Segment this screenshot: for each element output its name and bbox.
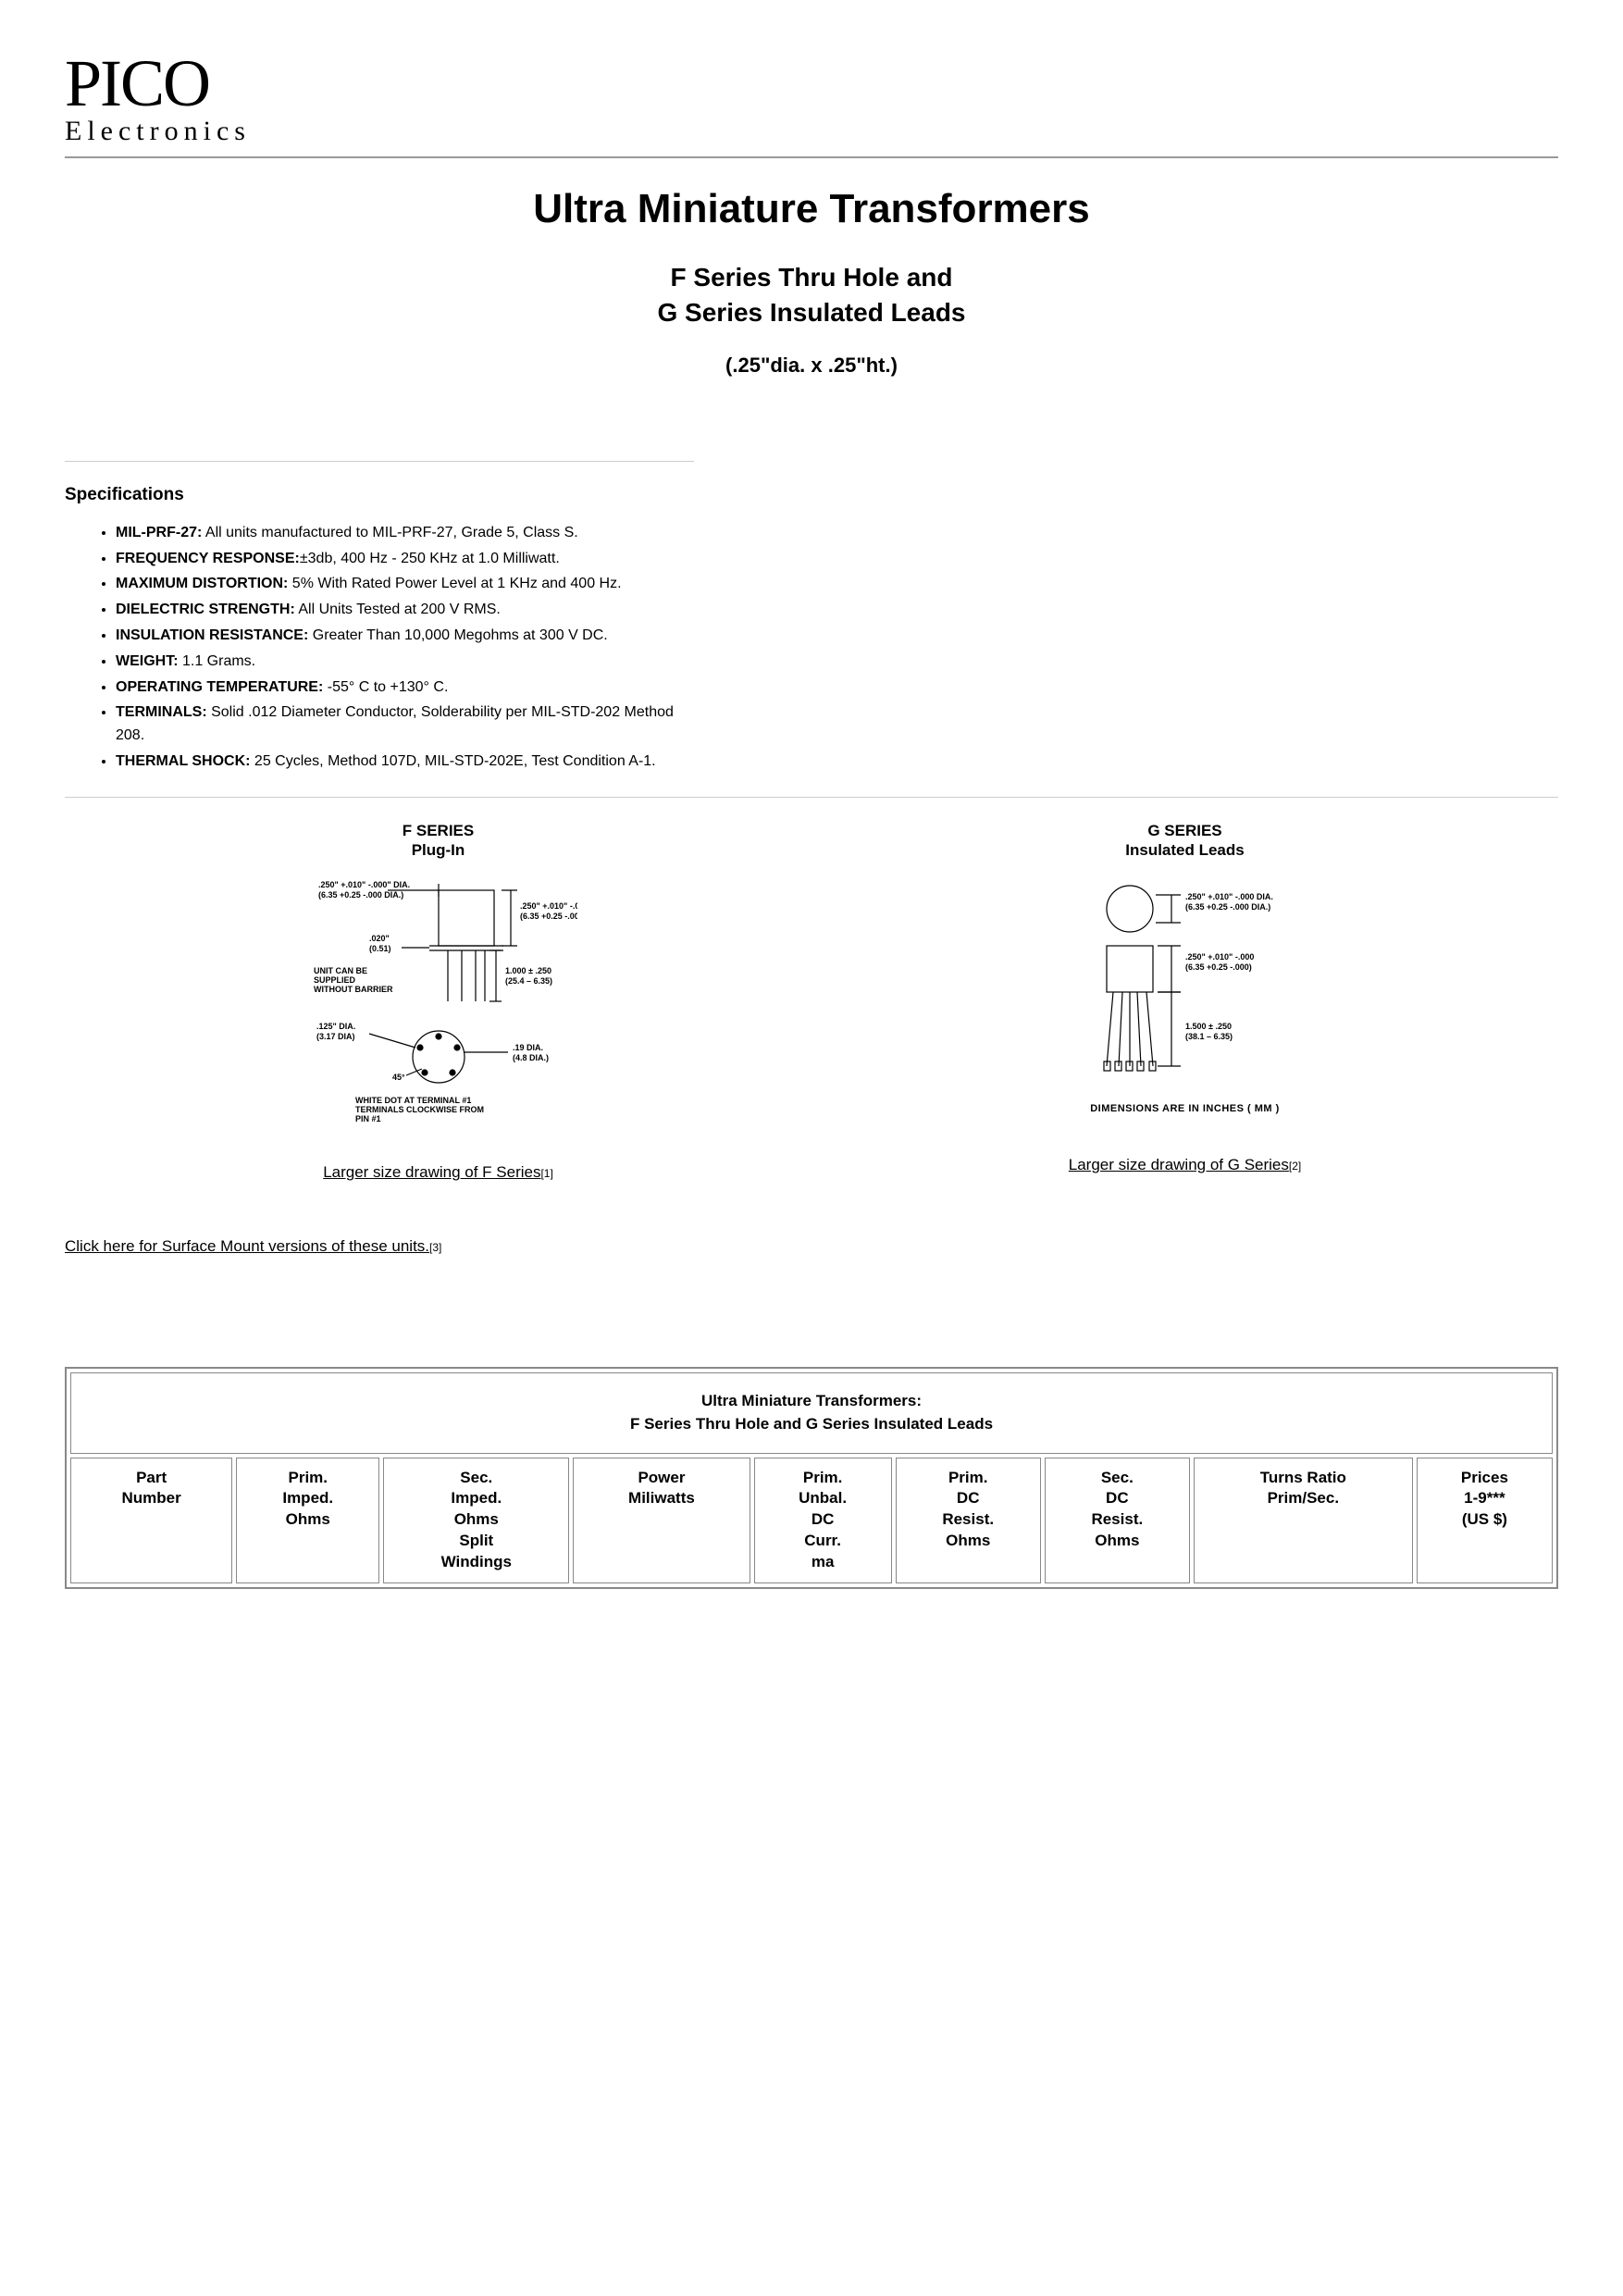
spec-item: DIELECTRIC STRENGTH: All Units Tested at…	[116, 599, 694, 622]
f-series-diagram: .250" +.010" -.000" DIA. (6.35 +0.25 -.0…	[300, 867, 577, 1126]
svg-text:.250" +.010" -.000 DIA.: .250" +.010" -.000 DIA.	[1185, 892, 1273, 901]
logo-main: PICO	[65, 56, 1558, 112]
svg-text:(3.17 DIA): (3.17 DIA)	[316, 1032, 355, 1041]
svg-text:(6.35 +0.25 -.000): (6.35 +0.25 -.000)	[520, 912, 577, 921]
svg-text:(38.1 – 6.35): (38.1 – 6.35)	[1185, 1032, 1233, 1041]
column-header: Prices1-9***(US $)	[1417, 1458, 1553, 1584]
top-divider	[65, 156, 1558, 158]
spec-item: INSULATION RESISTANCE: Greater Than 10,0…	[116, 625, 694, 648]
svg-text:.020": .020"	[369, 934, 390, 943]
specs-top-rule	[65, 461, 694, 462]
surface-mount-link[interactable]: Click here for Surface Mount versions of…	[65, 1237, 429, 1256]
dimensions-note: (.25"dia. x .25"ht.)	[65, 354, 1558, 378]
spec-item: WEIGHT: 1.1 Grams.	[116, 651, 694, 674]
column-header: PowerMiliwatts	[573, 1458, 750, 1584]
g-series-drawing: G SERIES Insulated Leads .250" +.010" -.…	[991, 821, 1380, 1175]
svg-text:WITHOUT BARRIER: WITHOUT BARRIER	[314, 985, 393, 994]
svg-text:WHITE DOT AT TERMINAL #1: WHITE DOT AT TERMINAL #1	[355, 1096, 471, 1105]
svg-text:(25.4 – 6.35): (25.4 – 6.35)	[505, 976, 552, 986]
title-block: Ultra Miniature Transformers F Series Th…	[65, 186, 1558, 378]
svg-text:(4.8 DIA.): (4.8 DIA.)	[513, 1053, 549, 1062]
f-series-drawing: F SERIES Plug-In .250" +.010" -.000" DIA…	[244, 821, 633, 1183]
subtitle-line2: G Series Insulated Leads	[657, 298, 965, 327]
svg-text:(6.35 +0.25 -.000 DIA.): (6.35 +0.25 -.000 DIA.)	[1185, 902, 1270, 912]
drawings-top-rule	[65, 797, 1558, 798]
g-series-diagram: .250" +.010" -.000 DIA. (6.35 +0.25 -.00…	[1047, 867, 1324, 1098]
spec-item: FREQUENCY RESPONSE:±3db, 400 Hz - 250 KH…	[116, 548, 694, 571]
f-series-ref: [1]	[540, 1167, 552, 1180]
surface-mount-ref: [3]	[429, 1241, 441, 1254]
svg-text:1.500 ± .250: 1.500 ± .250	[1185, 1022, 1232, 1031]
svg-text:UNIT CAN BE: UNIT CAN BE	[314, 966, 367, 975]
f-series-larger-link[interactable]: Larger size drawing of F Series	[323, 1163, 540, 1182]
column-header: Prim.Unbal.DCCurr.ma	[754, 1458, 892, 1584]
page-title: Ultra Miniature Transformers	[65, 186, 1558, 232]
spec-item: TERMINALS: Solid .012 Diameter Conductor…	[116, 701, 694, 748]
spec-item: MIL-PRF-27: All units manufactured to MI…	[116, 522, 694, 545]
svg-text:.250" +.010" -.000": .250" +.010" -.000"	[520, 901, 577, 911]
svg-text:SUPPLIED: SUPPLIED	[314, 975, 356, 985]
specs-list: MIL-PRF-27: All units manufactured to MI…	[65, 522, 694, 774]
column-header: Prim.DCResist.Ohms	[896, 1458, 1041, 1584]
svg-text:(6.35 +0.25 -.000 DIA.): (6.35 +0.25 -.000 DIA.)	[318, 890, 403, 900]
g-series-title: G SERIES Insulated Leads	[991, 821, 1380, 861]
column-header: Sec.Imped.OhmsSplitWindings	[383, 1458, 569, 1584]
logo-sub: Electronics	[65, 116, 1558, 147]
spec-item: OPERATING TEMPERATURE: -55° C to +130° C…	[116, 676, 694, 700]
spec-item: THERMAL SHOCK: 25 Cycles, Method 107D, M…	[116, 751, 694, 774]
g-series-dim-note: DIMENSIONS ARE IN INCHES ( MM )	[991, 1103, 1380, 1114]
g-series-larger-link[interactable]: Larger size drawing of G Series	[1069, 1156, 1289, 1174]
f-series-title: F SERIES Plug-In	[244, 821, 633, 861]
g-series-ref: [2]	[1289, 1160, 1301, 1173]
svg-text:PIN #1: PIN #1	[355, 1114, 381, 1123]
drawings-row: F SERIES Plug-In .250" +.010" -.000" DIA…	[65, 821, 1558, 1183]
svg-text:45°: 45°	[392, 1073, 405, 1082]
table-title: Ultra Miniature Transformers: F Series T…	[70, 1372, 1553, 1453]
svg-text:1.000 ± .250: 1.000 ± .250	[505, 966, 551, 975]
svg-text:TERMINALS CLOCKWISE FROM: TERMINALS CLOCKWISE FROM	[355, 1105, 484, 1114]
column-header: Prim.Imped.Ohms	[236, 1458, 379, 1584]
column-header: PartNumber	[70, 1458, 232, 1584]
svg-text:(6.35 +0.25 -.000): (6.35 +0.25 -.000)	[1185, 962, 1252, 972]
subtitle: F Series Thru Hole and G Series Insulate…	[65, 260, 1558, 330]
table-header-row: PartNumberPrim.Imped.OhmsSec.Imped.OhmsS…	[70, 1458, 1553, 1584]
svg-text:(0.51): (0.51)	[369, 944, 391, 953]
specs-heading: Specifications	[65, 485, 694, 505]
logo: PICO Electronics	[65, 56, 1558, 147]
svg-text:.125" DIA.: .125" DIA.	[316, 1022, 355, 1031]
svg-text:.250" +.010" -.000" DIA.: .250" +.010" -.000" DIA.	[318, 880, 410, 889]
subtitle-line1: F Series Thru Hole and	[671, 263, 953, 292]
column-header: Sec.DCResist.Ohms	[1045, 1458, 1190, 1584]
svg-text:.19 DIA.: .19 DIA.	[513, 1043, 543, 1052]
transformer-table: Ultra Miniature Transformers: F Series T…	[65, 1367, 1558, 1589]
column-header: Turns RatioPrim/Sec.	[1194, 1458, 1413, 1584]
specifications-section: Specifications MIL-PRF-27: All units man…	[65, 485, 694, 774]
spec-item: MAXIMUM DISTORTION: 5% With Rated Power …	[116, 573, 694, 596]
svg-text:.250" +.010" -.000: .250" +.010" -.000	[1185, 952, 1254, 962]
